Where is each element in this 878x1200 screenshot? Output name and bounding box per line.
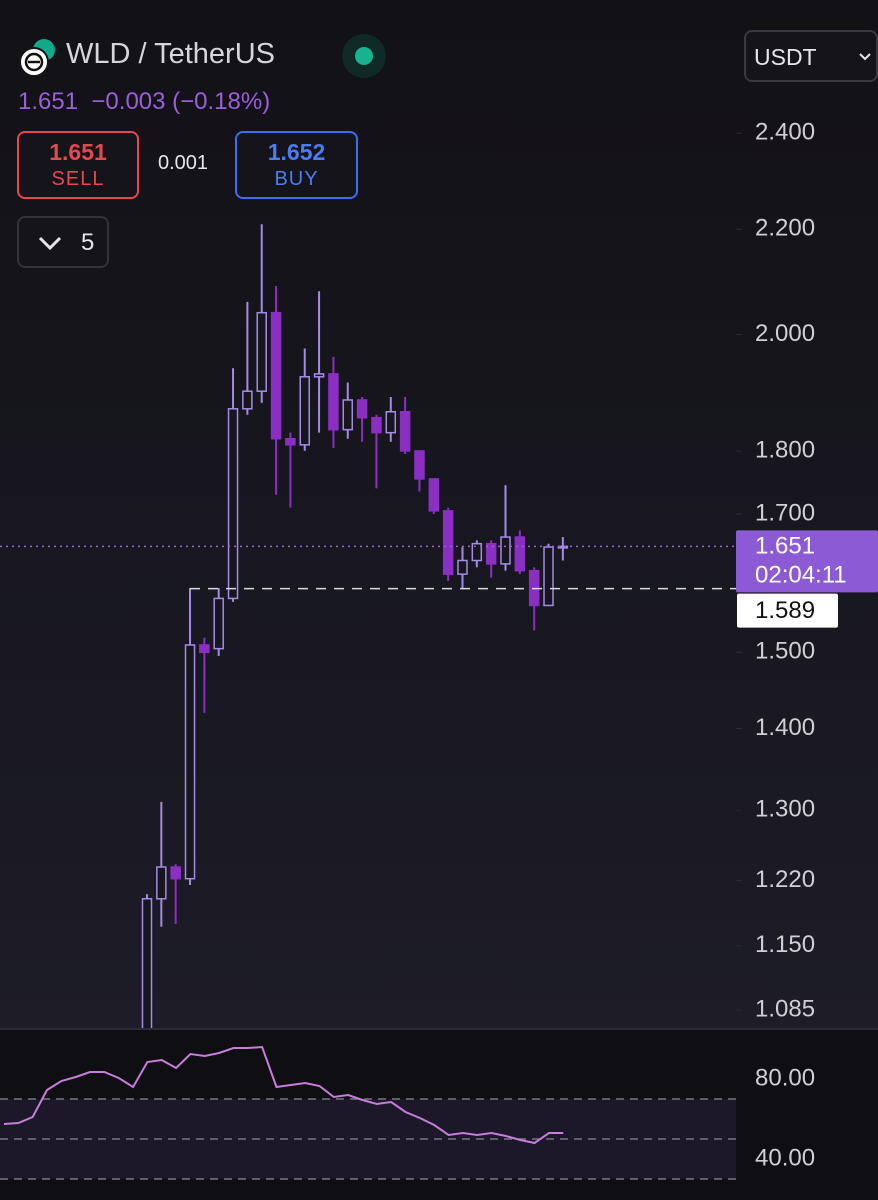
chevron: [38, 236, 62, 251]
change: −0.003: [91, 88, 166, 115]
y-tick-label: 1.150: [755, 931, 815, 958]
candle-body: [385, 411, 397, 434]
candle-body: [270, 311, 282, 440]
y-tick-label: 1.300: [755, 796, 815, 823]
level-box: [737, 593, 838, 628]
candle-body: [414, 450, 425, 480]
price-pane: [0, 224, 736, 1028]
candle-body: [500, 536, 511, 565]
last-price: 1.651: [18, 88, 79, 115]
market-status: [342, 34, 386, 78]
candle-body: [299, 376, 310, 446]
y-tick-label: 2.200: [755, 215, 815, 242]
candle-body: [242, 390, 253, 410]
candle-body: [328, 373, 339, 431]
y-tick-label: 1.700: [755, 499, 815, 526]
y-tick-label: 1.400: [755, 714, 815, 741]
sell-price: 1.651: [49, 139, 107, 165]
currency-select[interactable]: USDT: [744, 30, 878, 82]
candle-body: [356, 399, 368, 419]
buy-price: 1.652: [267, 139, 326, 165]
candle-body: [184, 644, 196, 880]
buy-button[interactable]: 1.652 BUY: [235, 131, 358, 199]
sell-button[interactable]: 1.651 SELL: [17, 131, 139, 199]
candle-body: [256, 311, 267, 392]
dropdown-arrow: [859, 53, 871, 61]
candle-body: [170, 866, 181, 880]
candle-body: [371, 416, 382, 434]
indicators-toggle[interactable]: 5: [17, 216, 109, 268]
candle-body: [227, 408, 239, 600]
candle-body: [442, 510, 454, 575]
candle-body: [399, 411, 411, 452]
level-label: 1.589: [755, 597, 815, 624]
y-tick-label: 1.220: [755, 866, 815, 893]
candle-body: [514, 536, 526, 572]
y-tick-label: 1.085: [755, 995, 815, 1022]
countdown: 02:04:11: [755, 562, 847, 589]
y-tick-label: 1.800: [755, 436, 815, 463]
y-tick-label: 1.500: [755, 638, 815, 665]
rsi-pane: [0, 1029, 878, 1200]
rsi-line: [3, 1045, 564, 1145]
y-tick-label: 2.400: [755, 119, 815, 146]
rsi-tick-label: 80.00: [755, 1064, 815, 1091]
indicator-count: 5: [81, 229, 95, 256]
candle-body: [199, 644, 210, 654]
candle-body: [156, 866, 167, 900]
rsi-plot: [0, 1045, 736, 1180]
candle-body: [457, 559, 468, 575]
buy-label: BUY: [274, 168, 319, 190]
spread: 0.001: [158, 152, 209, 174]
y-tick-label: 2.000: [755, 320, 815, 347]
last-price-box: [736, 530, 878, 593]
logo: [19, 39, 55, 77]
candle-body: [285, 437, 296, 446]
price-change: 1.651 −0.003 (−0.18%): [18, 88, 270, 116]
price-axis: 2.400 2.200 2.000 1.800 1.700 1.500 1.400 1.300…: [736, 119, 878, 1171]
sell-label: SELL: [51, 168, 105, 190]
change-pct: (−0.18%): [172, 88, 271, 115]
last-price-label: 1.651: [755, 533, 815, 560]
candle-body: [485, 542, 497, 565]
currency: USDT: [754, 44, 817, 70]
candle-body: [141, 898, 153, 1028]
candle-body: [313, 373, 325, 378]
rsi-tick-label: 40.00: [755, 1144, 815, 1171]
candle-body: [543, 546, 554, 607]
candle-body: [428, 478, 440, 512]
candle-body: [342, 399, 354, 431]
candle-body: [213, 597, 224, 650]
candle-body: [471, 542, 483, 562]
symbol: WLD / TetherUS: [66, 38, 275, 70]
